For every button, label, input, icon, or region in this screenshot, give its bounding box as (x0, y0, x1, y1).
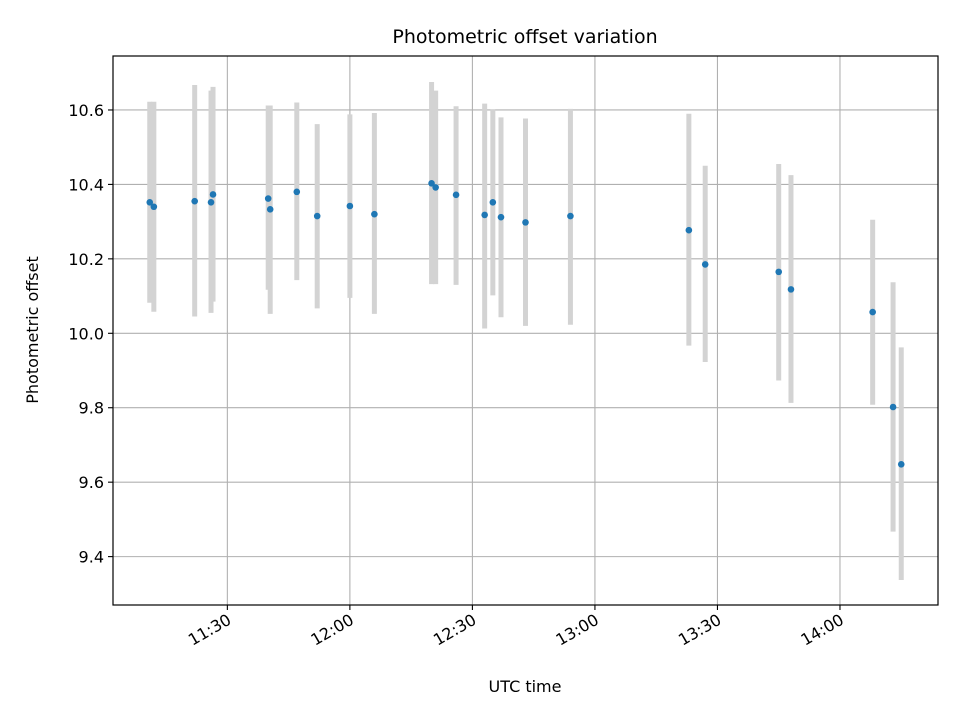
data-point (346, 202, 354, 210)
data-point (432, 184, 439, 191)
y-tick-label: 10.4 (68, 175, 104, 194)
y-axis-label: Photometric offset (23, 256, 42, 404)
data-point (497, 213, 505, 221)
y-tick-label: 9.8 (79, 399, 104, 418)
data-point (869, 308, 876, 316)
data-point (452, 191, 460, 199)
grid (113, 56, 938, 605)
y-tick-label: 9.6 (79, 473, 104, 492)
data-point (428, 179, 435, 187)
data-point (567, 212, 574, 220)
data-point (775, 268, 783, 276)
data-points (146, 179, 905, 468)
x-axis-label: UTC time (489, 677, 562, 696)
data-point (787, 286, 795, 293)
chart-title: Photometric offset variation (392, 26, 657, 48)
y-tick-label: 10.0 (68, 324, 104, 343)
plot-frame (112, 55, 939, 606)
data-point (266, 206, 274, 213)
data-point (701, 261, 709, 268)
y-tick-label: 10.6 (68, 101, 104, 120)
data-point (293, 188, 301, 196)
data-point (489, 198, 497, 206)
data-point (209, 191, 217, 198)
data-point (207, 198, 215, 206)
data-point (313, 212, 321, 220)
data-point (481, 211, 488, 219)
y-tick-label: 10.2 (68, 250, 104, 269)
y-axis: 9.4 9.6 9.8 10.0 10.2 10.4 10.6 (68, 101, 113, 567)
data-point (685, 226, 693, 234)
data-point (264, 195, 272, 202)
data-point (371, 210, 378, 218)
data-point (522, 219, 529, 226)
data-point (150, 203, 158, 211)
data-point (889, 403, 897, 411)
data-point (146, 198, 154, 206)
data-point (897, 461, 905, 468)
y-tick-label: 9.4 (79, 548, 104, 567)
data-point (191, 197, 198, 205)
